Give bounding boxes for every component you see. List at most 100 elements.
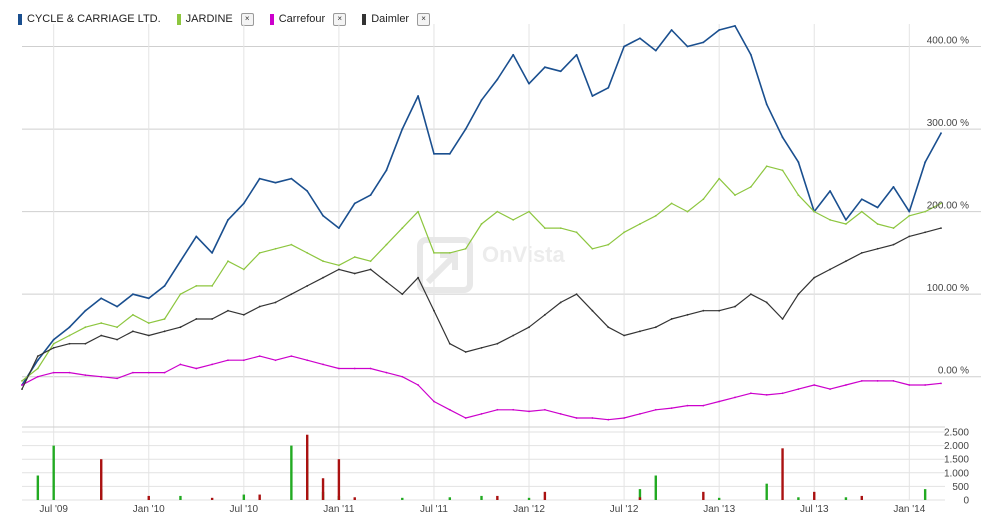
data-point-daimler [686, 313, 689, 316]
volume-bar [638, 489, 642, 500]
data-point-carrefour [797, 388, 800, 391]
data-point-carrefour [686, 404, 689, 407]
data-point-cycle-carriage-ltd [195, 235, 198, 238]
y-tick-label: 0.00 % [938, 366, 969, 377]
data-point-daimler [448, 342, 451, 345]
data-point-carrefour [496, 408, 499, 411]
data-point-daimler [860, 252, 863, 254]
legend-swatch [176, 13, 181, 25]
data-point-carrefour [876, 379, 879, 382]
data-point-jardine [36, 367, 39, 370]
data-point-jardine [480, 223, 483, 225]
data-point-cycle-carriage-ltd [448, 152, 451, 155]
data-point-jardine [940, 202, 942, 205]
data-point-daimler [591, 309, 594, 312]
remove-series-button[interactable]: × [417, 12, 431, 26]
data-point-carrefour [306, 359, 309, 362]
legend-swatch [362, 13, 367, 25]
x-axis-labels: Jul '09 Jan '10 Jul '10 Jan '11 Jul '11 Jan '… [39, 504, 925, 515]
remove-series-button[interactable]: × [333, 12, 347, 26]
data-point-cycle-carriage-ltd [274, 181, 277, 184]
data-point-carrefour [940, 382, 942, 385]
volume-bars [36, 434, 927, 500]
remove-series-button[interactable]: × [240, 12, 254, 26]
watermark-arrow-icon [425, 252, 458, 285]
data-point-cycle-carriage-ltd [337, 227, 340, 230]
data-point-jardine [337, 264, 340, 267]
data-point-cycle-carriage-ltd [575, 53, 578, 56]
data-point-carrefour [195, 367, 198, 370]
volume-bar [147, 495, 150, 500]
data-point-daimler [322, 276, 324, 279]
data-point-jardine [528, 210, 530, 213]
data-point-jardine [21, 379, 23, 382]
data-point-daimler [797, 293, 800, 296]
data-point-jardine [163, 318, 166, 320]
data-point-daimler [290, 293, 293, 296]
legend-label: Carrefour [278, 13, 326, 25]
data-point-daimler [116, 338, 118, 341]
data-point-carrefour [290, 355, 293, 358]
data-point-daimler [749, 293, 752, 296]
data-point-cycle-carriage-ltd [702, 41, 705, 44]
volume-bar [860, 495, 863, 500]
volume-bar [306, 434, 309, 500]
data-point-daimler [496, 342, 499, 345]
data-point-jardine [179, 293, 182, 296]
data-point-carrefour [813, 384, 816, 386]
data-point-daimler [274, 301, 277, 304]
data-point-carrefour [116, 377, 118, 380]
data-point-daimler [623, 334, 626, 337]
x-tick-label: Jul '10 [230, 504, 259, 515]
data-point-jardine [559, 227, 562, 230]
y-axis-labels: 0.00 % 100.00 % 200.00 % 300.00 % 400.00 % 0 5… [927, 36, 970, 507]
price-lines [21, 24, 942, 421]
data-point-jardine [195, 285, 198, 287]
data-point-daimler [211, 318, 214, 320]
data-point-cycle-carriage-ltd [623, 45, 626, 48]
data-point-jardine [686, 210, 689, 213]
data-point-cycle-carriage-ltd [591, 95, 594, 97]
x-tick-label: Jan '12 [513, 504, 545, 515]
data-point-jardine [860, 210, 863, 213]
data-point-cycle-carriage-ltd [464, 128, 467, 130]
data-point-cycle-carriage-ltd [52, 338, 55, 341]
data-point-daimler [337, 268, 340, 271]
y-tick-label: 400.00 % [927, 36, 969, 47]
data-point-jardine [306, 252, 309, 254]
data-point-jardine [274, 247, 277, 250]
data-point-daimler [100, 334, 103, 337]
data-point-carrefour [924, 384, 927, 386]
x-tick-label: Jul '13 [800, 504, 829, 515]
legend-label: JARDINE [185, 13, 233, 25]
volume-tick-label: 0 [963, 496, 969, 507]
chart-legend: CYCLE & CARRIAGE LTD. JARDINE × Carrefour × D… [18, 10, 446, 28]
y-tick-label: 300.00 % [927, 118, 969, 129]
data-point-carrefour [654, 408, 657, 411]
data-point-daimler [401, 293, 404, 296]
data-point-jardine [290, 243, 293, 246]
data-point-cycle-carriage-ltd [179, 260, 182, 263]
data-point-carrefour [353, 367, 356, 370]
data-point-jardine [147, 322, 150, 324]
data-point-carrefour [512, 408, 515, 411]
data-point-cycle-carriage-ltd [116, 305, 118, 308]
volume-bar [543, 491, 547, 500]
data-point-jardine [100, 322, 103, 324]
legend-item-jardine: JARDINE × [176, 12, 254, 26]
data-point-cycle-carriage-ltd [749, 53, 752, 56]
data-point-daimler [607, 326, 610, 329]
data-point-daimler [369, 268, 372, 271]
x-tick-label: Jul '11 [420, 504, 448, 515]
data-point-jardine [543, 227, 546, 230]
data-point-carrefour [670, 407, 673, 410]
data-point-jardine [749, 185, 752, 188]
data-point-daimler [195, 318, 198, 320]
data-point-carrefour [781, 392, 784, 395]
data-point-carrefour [623, 417, 626, 419]
data-point-daimler [639, 330, 641, 333]
data-point-daimler [258, 305, 261, 308]
data-point-carrefour [702, 404, 705, 407]
legend-item-carrefour: Carrefour × [269, 12, 347, 26]
data-point-carrefour [84, 374, 87, 376]
